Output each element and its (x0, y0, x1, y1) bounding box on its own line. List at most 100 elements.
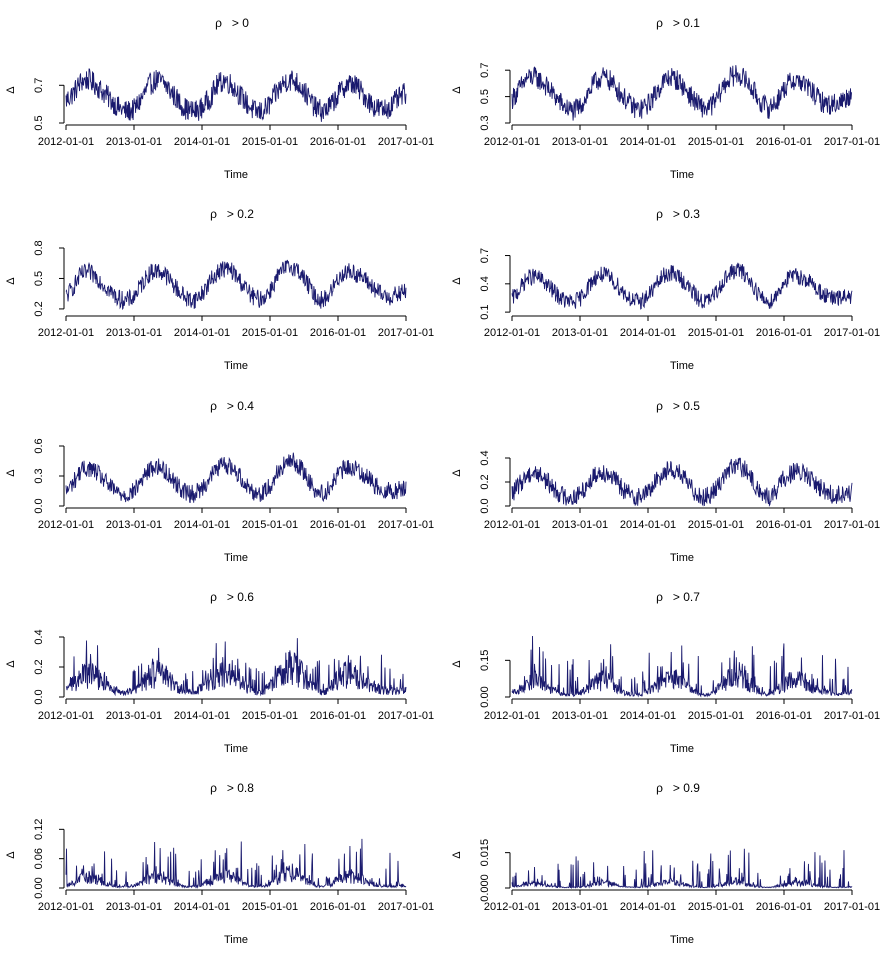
x-tick-label: 2016-01-01 (310, 327, 366, 339)
x-tick-label: 2013-01-01 (552, 327, 608, 339)
x-tick-label: 2014-01-01 (174, 519, 230, 531)
x-axis-label: Time (224, 360, 248, 372)
panel-6: ρ > 0.5 Δ Time 2012-01-01 2013-01-01 2014-01-0… (451, 399, 880, 564)
panel-2: ρ > 0.1 Δ Time 2012-01-01 2013-01-01 2014-01-0… (451, 16, 880, 181)
title-symbol: ρ (656, 207, 663, 221)
series-line (65, 68, 407, 122)
title-symbol: ρ (656, 16, 663, 30)
y-tick-label: 0.3 (479, 115, 491, 130)
x-tick-label: 2014-01-01 (620, 519, 676, 531)
title-suffix: > 0 (232, 16, 249, 30)
title-symbol: ρ (210, 781, 217, 795)
x-tick-label: 2014-01-01 (620, 136, 676, 148)
x-tick-label: 2017-01-01 (378, 136, 434, 148)
y-axis-label: Δ (5, 469, 17, 477)
y-tick-label: 0.8 (33, 240, 45, 255)
x-tick-label: 2016-01-01 (310, 901, 366, 913)
title-suffix: > 0.7 (673, 590, 700, 604)
title-symbol: ρ (210, 590, 217, 604)
y-tick-label: 0.2 (479, 474, 491, 489)
x-tick-label: 2012-01-01 (38, 901, 94, 913)
x-tick-label: 2015-01-01 (242, 901, 298, 913)
x-tick-label: 2013-01-01 (106, 519, 162, 531)
chart-title: ρ > 0.7 (656, 590, 700, 604)
series-line (65, 452, 407, 503)
chart-title: ρ > 0.4 (210, 399, 254, 413)
x-tick-label: 2012-01-01 (38, 710, 94, 722)
x-axis-label: Time (670, 552, 694, 564)
title-symbol: ρ (210, 399, 217, 413)
x-tick-label: 2016-01-01 (756, 136, 812, 148)
y-axis-label: Δ (5, 277, 17, 285)
series-line (65, 838, 407, 889)
y-tick-label: 0.3 (33, 468, 45, 483)
x-tick-label: 2016-01-01 (756, 519, 812, 531)
x-tick-label: 2017-01-01 (378, 710, 434, 722)
x-tick-label: 2014-01-01 (174, 710, 230, 722)
y-tick-label: 0.6 (33, 438, 45, 453)
x-tick-label: 2015-01-01 (242, 136, 298, 148)
x-tick-label: 2012-01-01 (38, 519, 94, 531)
x-tick-label: 2017-01-01 (824, 327, 880, 339)
title-symbol: ρ (210, 207, 217, 221)
y-tick-label: 0.0 (33, 689, 45, 704)
title-suffix: > 0.3 (673, 207, 700, 221)
panel-4: ρ > 0.3 Δ Time 2012-01-01 2013-01-01 2014-01-0… (451, 207, 880, 372)
x-tick-label: 2012-01-01 (484, 519, 540, 531)
y-axis-label: Δ (5, 660, 17, 668)
series-line (511, 848, 853, 890)
y-tick-label: 0.06 (33, 848, 45, 869)
title-suffix: > 0.8 (227, 781, 254, 795)
x-tick-label: 2015-01-01 (688, 327, 744, 339)
y-axis-label: Δ (451, 469, 463, 477)
x-tick-label: 2013-01-01 (552, 519, 608, 531)
y-tick-label: 0.00 (479, 686, 491, 707)
x-tick-label: 2016-01-01 (756, 327, 812, 339)
title-suffix: > 0.5 (673, 399, 700, 413)
title-symbol: ρ (656, 781, 663, 795)
x-tick-label: 2017-01-01 (378, 327, 434, 339)
y-axis-label: Δ (451, 277, 463, 285)
x-tick-label: 2013-01-01 (552, 710, 608, 722)
chart-title: ρ > 0.6 (210, 590, 254, 604)
x-tick-label: 2015-01-01 (242, 327, 298, 339)
x-tick-label: 2016-01-01 (756, 901, 812, 913)
chart-title: ρ > 0.1 (656, 16, 700, 30)
x-tick-label: 2014-01-01 (620, 327, 676, 339)
x-tick-label: 2016-01-01 (756, 710, 812, 722)
x-tick-label: 2015-01-01 (688, 710, 744, 722)
y-axis-label: Δ (5, 851, 17, 859)
panel-8: ρ > 0.7 Δ Time 2012-01-01 2013-01-01 2014-01-0… (451, 590, 880, 755)
x-axis-label: Time (224, 743, 248, 755)
series-line (511, 457, 853, 507)
y-tick-label: 0.015 (479, 839, 491, 867)
y-tick-label: 0.4 (33, 629, 45, 644)
x-tick-label: 2014-01-01 (174, 327, 230, 339)
y-tick-label: 0.4 (479, 276, 491, 291)
title-suffix: > 0.4 (227, 399, 254, 413)
y-axis-label: Δ (451, 86, 463, 94)
x-tick-label: 2014-01-01 (174, 901, 230, 913)
x-tick-label: 2015-01-01 (242, 519, 298, 531)
y-tick-label: 0.5 (33, 271, 45, 286)
x-tick-label: 2016-01-01 (310, 136, 366, 148)
x-tick-label: 2014-01-01 (174, 136, 230, 148)
title-suffix: > 0.2 (227, 207, 254, 221)
x-tick-label: 2017-01-01 (824, 901, 880, 913)
x-axis-label: Time (670, 934, 694, 946)
y-tick-label: 0.12 (33, 819, 45, 840)
x-tick-label: 2015-01-01 (688, 519, 744, 531)
x-tick-label: 2013-01-01 (106, 327, 162, 339)
y-tick-label: 0.7 (479, 248, 491, 263)
x-axis-label: Time (224, 934, 248, 946)
y-tick-label: 0.0 (479, 498, 491, 513)
x-axis-label: Time (670, 360, 694, 372)
x-tick-label: 2012-01-01 (484, 901, 540, 913)
panel-3: ρ > 0.2 Δ Time 2012-01-01 2013-01-01 2014-01-0… (5, 207, 434, 372)
x-tick-label: 2013-01-01 (106, 136, 162, 148)
y-tick-label: 0.000 (479, 874, 491, 902)
chart-title: ρ > 0.3 (656, 207, 700, 221)
series-line (511, 65, 853, 121)
series-line (65, 259, 407, 311)
